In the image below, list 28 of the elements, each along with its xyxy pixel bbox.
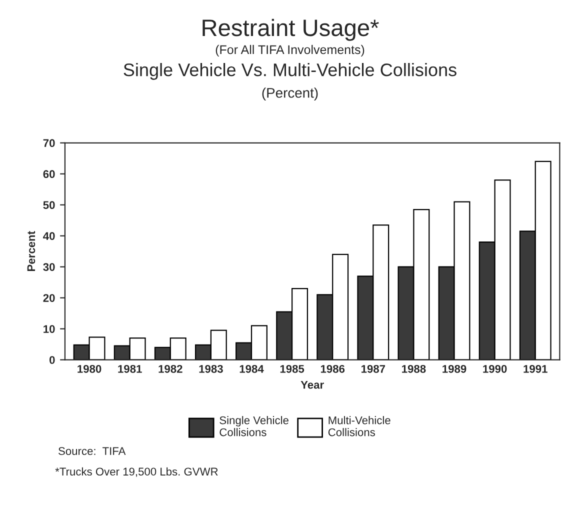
y-tick-label: 20 <box>43 294 55 302</box>
x-tick-label: 1985 <box>280 364 304 373</box>
x-tick-label: 1990 <box>483 364 507 373</box>
x-tick-label: 1989 <box>442 364 466 373</box>
legend-label: Single Vehicle Collisions <box>220 416 288 436</box>
x-tick-label: 1982 <box>158 364 182 373</box>
x-tick-label: 1987 <box>362 364 386 373</box>
y-tick-label: 40 <box>43 232 55 240</box>
y-tick-label: 60 <box>43 170 55 178</box>
chart-title: Restraint Usage* <box>202 18 379 41</box>
x-tick-label: 1984 <box>240 364 264 373</box>
y-axis-title: Percent <box>27 231 36 271</box>
chart-subtitle: (For All TIFA Involvements) Single Vehicle Vs. Multi-Vehicle Collisions (Percent) <box>124 44 456 101</box>
x-tick-label: 1986 <box>320 364 345 373</box>
x-tick-label: 1980 <box>78 364 102 373</box>
y-tick-label: 70 <box>43 139 55 148</box>
y-tick-label: 0 <box>50 356 55 364</box>
x-tick-label: 1983 <box>199 364 223 373</box>
x-tick-label: 1988 <box>402 364 426 373</box>
source-note: Source: TIFA <box>58 447 126 455</box>
legend-label: Multi-Vehicle Collisions <box>328 416 390 436</box>
text: *Trucks Over 19,500 Lbs. GVWR <box>55 467 218 477</box>
x-axis-title: Year <box>300 380 324 389</box>
x-tick-label: 1991 <box>524 364 548 373</box>
x-tick-label: 1981 <box>118 364 142 373</box>
y-tick-label: 30 <box>43 263 55 271</box>
y-tick-label: 50 <box>43 201 55 209</box>
y-tick-label: 10 <box>44 325 55 333</box>
